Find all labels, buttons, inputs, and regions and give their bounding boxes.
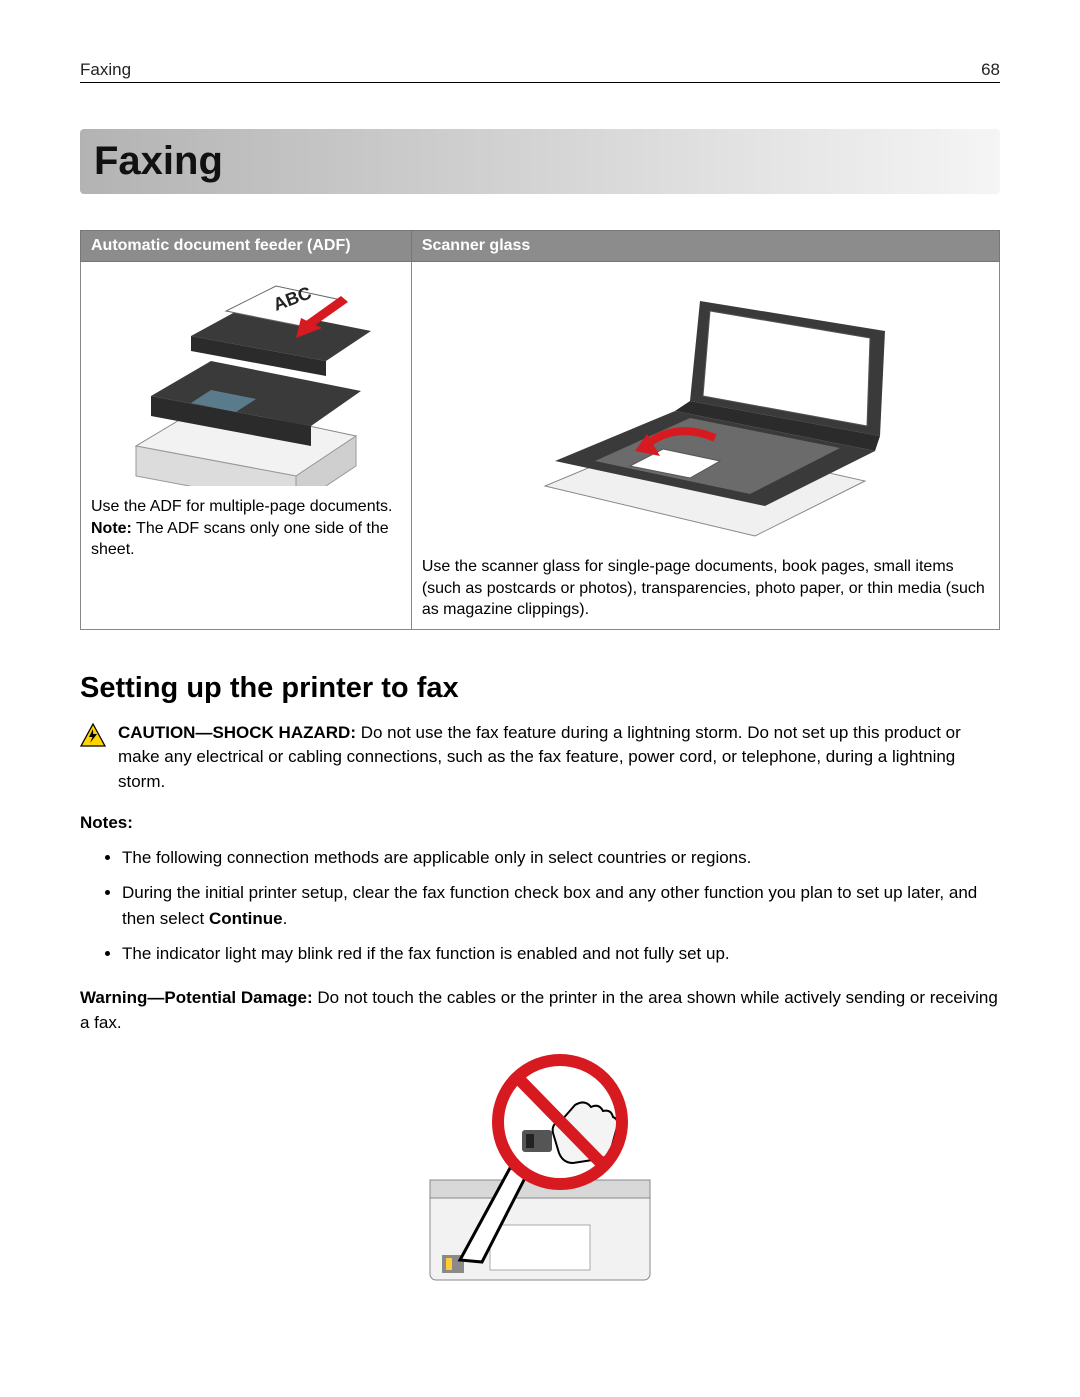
adf-note-label: Note: <box>91 520 132 537</box>
adf-text-line1: Use the ADF for multiple-page documents. <box>91 496 401 518</box>
scanner-glass-illustration <box>422 270 989 556</box>
running-header-page-number: 68 <box>981 60 1000 80</box>
note-item-bold: Continue <box>209 909 283 928</box>
printer-scanner-glass-icon <box>485 276 925 546</box>
notes-list: The following connection methods are app… <box>80 845 1000 967</box>
adf-illustration: ABC <box>91 270 401 496</box>
running-header-section: Faxing <box>80 60 131 80</box>
table-header-scanner-glass: Scanner glass <box>411 231 999 262</box>
caution-block: CAUTION—SHOCK HAZARD: Do not use the fax… <box>80 721 1000 795</box>
adf-note: Note: The ADF scans only one side of the… <box>91 518 401 561</box>
chapter-title-bar: Faxing <box>80 129 1000 194</box>
printer-no-touch-icon <box>390 1050 690 1300</box>
adf-vs-scanner-table: Automatic document feeder (ADF) Scanner … <box>80 230 1000 630</box>
table-row: ABC Use the ADF for multiple-page docume… <box>81 262 1000 630</box>
printer-adf-icon: ABC <box>96 276 396 486</box>
adf-note-body: The ADF scans only one side of the sheet… <box>91 520 389 559</box>
note-item-text: The following connection methods are app… <box>122 848 751 867</box>
caution-shock-icon <box>80 721 106 795</box>
page: Faxing 68 Faxing Automatic document feed… <box>0 0 1080 1340</box>
table-header-adf: Automatic document feeder (ADF) <box>81 231 412 262</box>
warning-paragraph: Warning—Potential Damage: Do not touch t… <box>80 985 1000 1036</box>
scanner-glass-text: Use the scanner glass for single-page do… <box>422 556 989 621</box>
note-item-text: The indicator light may blink red if the… <box>122 944 730 963</box>
table-cell-adf: ABC Use the ADF for multiple-page docume… <box>81 262 412 630</box>
chapter-title: Faxing <box>94 139 986 184</box>
warning-prefix: Warning—Potential Damage: <box>80 988 313 1007</box>
notes-label: Notes: <box>80 813 1000 833</box>
caution-text: CAUTION—SHOCK HAZARD: Do not use the fax… <box>118 721 1000 795</box>
list-item: The indicator light may blink red if the… <box>122 941 1000 967</box>
no-touch-illustration <box>80 1050 1000 1300</box>
table-cell-scanner-glass: Use the scanner glass for single-page do… <box>411 262 999 630</box>
running-header: Faxing 68 <box>80 60 1000 83</box>
section-heading: Setting up the printer to fax <box>80 672 1000 705</box>
note-item-post: . <box>283 909 288 928</box>
list-item: The following connection methods are app… <box>122 845 1000 871</box>
list-item: During the initial printer setup, clear … <box>122 880 1000 931</box>
caution-prefix: CAUTION—SHOCK HAZARD: <box>118 723 356 742</box>
